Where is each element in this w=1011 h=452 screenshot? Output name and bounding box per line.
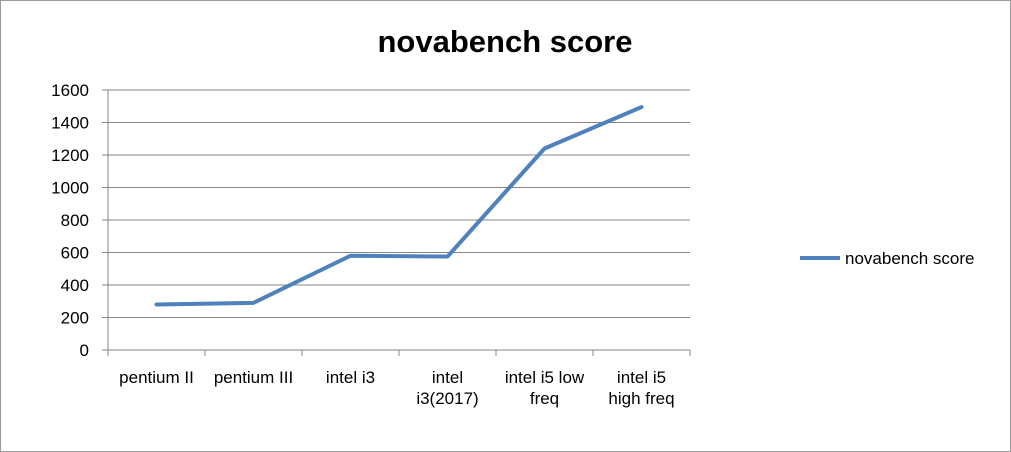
x-tick-label: intel i3(2017) xyxy=(416,368,478,408)
y-tick-label: 1000 xyxy=(51,179,89,198)
x-tick-label: intel i3 xyxy=(326,368,375,387)
series-line xyxy=(154,105,644,307)
y-tick-label: 800 xyxy=(61,211,89,230)
y-axis-ticks: 0 200 400 600 800 1000 1200 1400 1600 xyxy=(51,81,108,360)
y-tick-label: 0 xyxy=(80,341,89,360)
x-tick-label: intel i5 low freq xyxy=(505,368,585,408)
x-tick-label: intel i5 high freq xyxy=(608,368,674,408)
x-tick-label: pentium III xyxy=(214,368,293,387)
y-tick-label: 400 xyxy=(61,276,89,295)
y-tick-label: 600 xyxy=(61,244,89,263)
x-axis-ticks: pentium II pentium III intel i3 intel i3(201… xyxy=(107,350,691,408)
legend-label: novabench score xyxy=(845,249,974,268)
chart-title: novabench score xyxy=(378,24,633,59)
legend: novabench score xyxy=(800,249,974,268)
series-lines xyxy=(154,105,644,307)
y-tick-label: 200 xyxy=(61,309,89,328)
gridlines xyxy=(108,89,690,318)
y-tick-label: 1400 xyxy=(51,114,89,133)
y-tick-label: 1600 xyxy=(51,81,89,100)
y-tick-label: 1200 xyxy=(51,146,89,165)
x-tick-label: pentium II xyxy=(119,368,194,387)
